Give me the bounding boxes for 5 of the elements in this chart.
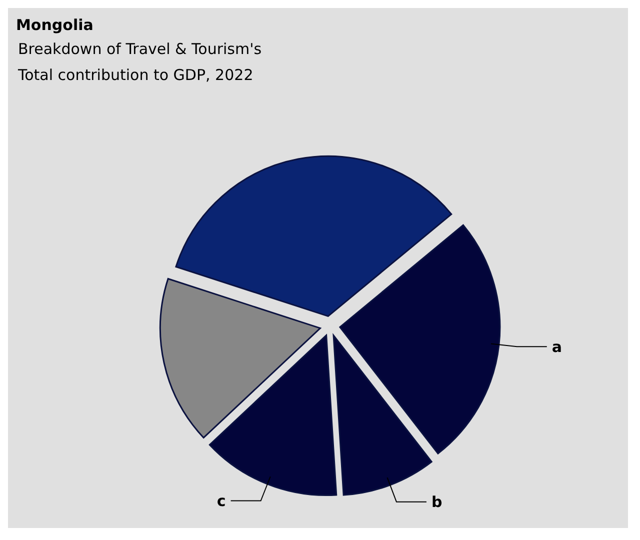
slice-label: a: [552, 338, 562, 356]
slice-label: c: [216, 492, 226, 510]
slice-label: b: [431, 493, 442, 512]
chart-subtitle: Breakdown of Travel & Tourism's Total contribution to GDP, 2022: [17, 40, 262, 84]
chart-title: Mongolia: [16, 16, 94, 34]
